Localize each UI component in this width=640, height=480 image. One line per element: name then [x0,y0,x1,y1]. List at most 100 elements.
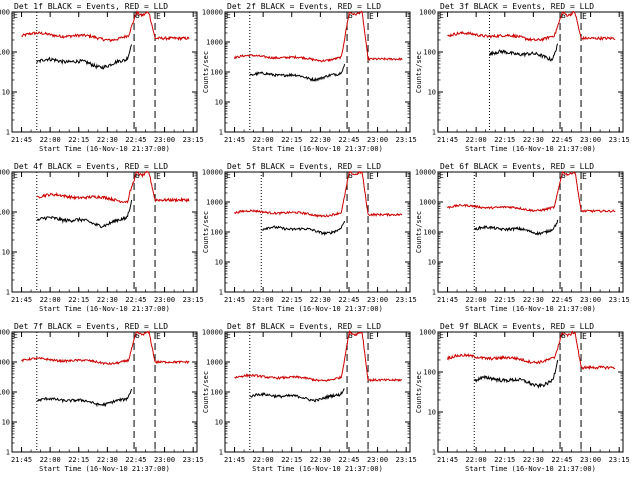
series-line-lld [36,170,190,204]
x-axis-label: Start Time (16-Nov-10 21:37:00) [252,465,383,473]
y-tick-label: 100 [0,49,10,57]
marker-label-e: E [582,12,587,21]
marker-label-e: E [582,172,587,181]
x-tick-label: 22:00 [40,136,61,144]
x-tick-label: 22:45 [338,456,359,464]
x-tick-label: 22:45 [551,136,572,144]
marker-label-s: S [561,11,566,20]
y-tick-label: 1 [6,289,10,297]
x-tick-label: 22:30 [310,296,331,304]
x-tick-label: 23:15 [396,136,417,144]
x-tick-label: 22:45 [125,136,146,144]
y-axis-label: Counts/sec [415,51,423,93]
corner-label-e: E [226,171,231,180]
x-tick-label: 22:15 [281,456,302,464]
chart-panel-1: Det 1f BLACK = Events, RED = LLD 1 10 100 10… [0,2,204,153]
x-tick-label: 22:00 [40,456,61,464]
x-tick-label: 22:15 [68,136,89,144]
series-line-lld [447,10,616,43]
plot-frame [11,171,198,293]
marker-label-s: S [348,331,353,340]
x-tick-label: 21:45 [437,296,458,304]
x-tick-label: 22:30 [97,456,118,464]
marker-label-e: E [369,332,374,341]
series-line-events [489,43,559,62]
y-tick-label: 10000 [0,329,10,337]
x-axis-label: Start Time (16-Nov-10 21:37:00) [465,305,596,313]
y-tick-label: 10000 [202,9,223,17]
x-tick-label: 22:15 [68,456,89,464]
y-tick-label: 1 [219,289,223,297]
x-tick-label: 21:45 [11,136,32,144]
y-tick-label: 10000 [415,169,436,177]
series-line-lld [234,329,403,383]
x-tick-label: 22:00 [466,456,487,464]
x-tick-label: 22:15 [494,136,515,144]
x-tick-label: 21:45 [224,296,245,304]
x-tick-label: 21:45 [11,296,32,304]
y-tick-label: 1 [219,449,223,457]
series-line-events [36,199,133,229]
marker-label-e: E [369,172,374,181]
x-tick-label: 22:15 [281,136,302,144]
y-tick-label: 100 [210,229,223,237]
y-tick-label: 10 [215,99,223,107]
x-axis-label: Start Time (16-Nov-10 21:37:00) [39,145,170,153]
y-tick-label: 1000 [206,39,223,47]
x-tick-label: 23:00 [154,456,175,464]
y-tick-label: 10 [215,259,223,267]
x-tick-label: 22:00 [466,136,487,144]
y-tick-label: 10 [428,259,436,267]
y-tick-label: 100 [0,389,10,397]
y-axis-label: Counts/sec [202,211,210,253]
chart-panel-9: Det 9f BLACK = Events, RED = LLD 1 10 100 10… [415,322,630,473]
x-tick-label: 22:30 [310,456,331,464]
marker-label-e: E [156,332,161,341]
corner-label-e: E [226,331,231,340]
y-axis-label: Counts/sec [415,371,423,413]
x-tick-label: 22:00 [253,296,274,304]
x-tick-label: 23:00 [367,136,388,144]
x-tick-label: 23:00 [367,296,388,304]
y-tick-label: 10000 [202,329,223,337]
x-axis-label: Start Time (16-Nov-10 21:37:00) [252,305,383,313]
chart-panel-4: Det 4f BLACK = Events, RED = LLD 1 10 100 10… [0,162,204,313]
chart-title: Det 5f BLACK = Events, RED = LLD [227,162,381,171]
x-tick-label: 22:30 [310,136,331,144]
plot-frame [11,11,198,133]
y-tick-label: 10 [215,419,223,427]
y-tick-label: 1000 [0,169,10,177]
y-tick-label: 1000 [206,199,223,207]
y-axis-label: Counts/sec [415,211,423,253]
y-tick-label: 100 [423,229,436,237]
x-tick-label: 22:15 [281,296,302,304]
x-tick-label: 23:15 [183,136,204,144]
x-tick-label: 22:30 [523,136,544,144]
x-tick-label: 23:00 [580,136,601,144]
plot-frame [11,331,198,453]
x-tick-label: 22:45 [338,296,359,304]
y-tick-label: 100 [210,389,223,397]
series-line-lld [234,10,403,63]
plot-frame [224,331,411,453]
chart-title: Det 7f BLACK = Events, RED = LLD [14,322,168,331]
y-tick-label: 1 [432,449,436,457]
x-tick-label: 23:15 [609,296,630,304]
series-line-events [474,219,559,236]
chart-title: Det 9f BLACK = Events, RED = LLD [440,322,594,331]
y-axis-label: Counts/sec [202,371,210,413]
x-axis-label: Start Time (16-Nov-10 21:37:00) [465,465,596,473]
x-tick-label: 22:45 [338,136,359,144]
marker-label-e: E [582,332,587,341]
x-tick-label: 22:30 [523,296,544,304]
plot-frame [437,331,624,453]
y-tick-label: 10 [428,409,436,417]
x-tick-label: 23:00 [580,456,601,464]
y-tick-label: 10 [428,89,436,97]
x-axis-label: Start Time (16-Nov-10 21:37:00) [39,465,170,473]
series-line-lld [21,10,190,43]
x-tick-label: 23:00 [580,296,601,304]
y-tick-label: 1000 [419,9,436,17]
y-tick-label: 10000 [202,169,223,177]
x-tick-label: 22:00 [466,296,487,304]
